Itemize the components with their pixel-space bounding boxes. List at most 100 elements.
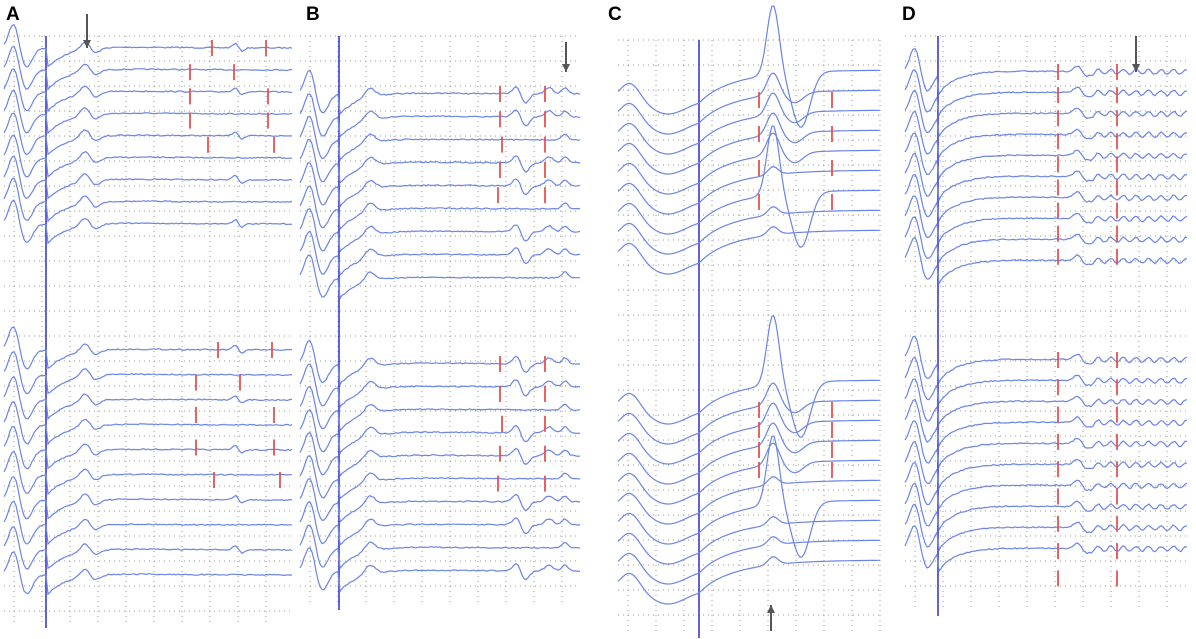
waveform-trace xyxy=(3,112,293,156)
waveform-trace xyxy=(299,115,581,161)
waveform-trace xyxy=(904,236,1188,285)
waveform-trace xyxy=(617,125,880,248)
waveform-trace xyxy=(3,375,293,421)
waveform-trace xyxy=(617,112,880,175)
waveform-trace xyxy=(617,166,880,215)
waveform-trace xyxy=(904,420,1188,469)
waveform-trace xyxy=(617,536,880,585)
panel-b: B xyxy=(299,4,581,610)
waveform-trace xyxy=(3,89,293,135)
waveform-trace xyxy=(617,556,880,605)
panel-c-grid xyxy=(618,39,881,632)
arrow-head xyxy=(562,64,570,72)
panel-d-label: D xyxy=(902,4,916,25)
waveform-trace xyxy=(299,455,581,500)
waveform-trace xyxy=(617,226,880,275)
waveform-trace xyxy=(617,435,880,558)
waveform-trace xyxy=(904,152,1188,203)
waveform-trace xyxy=(904,378,1188,426)
panel-d-grid xyxy=(905,35,1188,610)
waveform-trace xyxy=(299,408,581,455)
waveform-trace xyxy=(617,422,880,485)
waveform-trace xyxy=(299,93,580,138)
waveform-trace xyxy=(904,525,1188,573)
panel-b-traces xyxy=(299,69,581,593)
waveform-trace xyxy=(904,110,1188,160)
panel-a-label: A xyxy=(6,4,20,25)
waveform-trace xyxy=(3,68,293,113)
waveform-trace xyxy=(617,442,880,505)
waveform-trace xyxy=(299,138,581,184)
waveform-trace xyxy=(904,398,1188,448)
panel-a: A xyxy=(3,4,293,628)
waveform-trace xyxy=(299,363,581,409)
waveform-trace xyxy=(904,216,1188,264)
waveform-trace xyxy=(3,45,292,91)
waveform-trace xyxy=(3,425,293,470)
waveform-trace xyxy=(3,155,293,200)
waveform-trace xyxy=(3,476,293,520)
waveform-trace xyxy=(3,177,293,223)
waveform-trace xyxy=(299,254,580,301)
waveform-trace xyxy=(299,230,581,277)
panel-d-red-tick-marks xyxy=(1057,64,1118,587)
waveform-trace xyxy=(299,339,581,387)
waveform-trace xyxy=(904,69,1188,118)
waveform-trace xyxy=(3,450,292,496)
waveform-trace xyxy=(904,440,1188,491)
arrow-head xyxy=(83,40,91,48)
waveform-trace xyxy=(617,72,880,135)
waveform-trace xyxy=(3,500,293,546)
panel-b-label: B xyxy=(306,4,320,25)
waveform-trace xyxy=(904,462,1188,510)
waveform-trace xyxy=(3,199,293,245)
waveform-trace xyxy=(299,547,581,593)
waveform-trace xyxy=(3,326,292,370)
waveform-trace xyxy=(3,23,293,68)
panel-a-grid xyxy=(4,35,292,622)
waveform-trace xyxy=(617,382,880,445)
waveform-trace xyxy=(617,206,880,255)
arrow-head xyxy=(1132,64,1140,72)
waveform-trace xyxy=(617,5,880,128)
waveform-trace xyxy=(904,503,1188,553)
waveform-trace xyxy=(904,173,1188,223)
waveform-trace xyxy=(617,516,880,565)
waveform-trace xyxy=(299,431,581,478)
waveform-trace xyxy=(617,92,880,155)
waveform-trace xyxy=(904,195,1188,244)
panel-a-traces xyxy=(3,23,293,596)
waveform-trace xyxy=(617,132,880,195)
waveform-trace xyxy=(904,335,1188,385)
panel-a-down-arrow-icon xyxy=(83,14,91,48)
waveform-trace xyxy=(617,315,880,438)
panel-c: C xyxy=(608,4,881,638)
waveform-trace xyxy=(299,162,581,209)
waveform-trace xyxy=(904,482,1187,532)
panel-c-up-arrow-icon xyxy=(767,605,775,631)
waveform-trace xyxy=(299,385,581,432)
waveform-trace xyxy=(3,401,293,446)
panel-c-traces xyxy=(617,5,880,605)
panel-c-red-tick-marks xyxy=(758,92,833,478)
panel-b-grid xyxy=(300,35,580,604)
panel-b-down-arrow-icon xyxy=(562,42,570,72)
waveform-trace xyxy=(904,89,1188,138)
waveform-trace xyxy=(299,524,581,570)
panel-c-label: C xyxy=(608,4,622,25)
waveform-trace xyxy=(904,132,1188,181)
waveform-trace xyxy=(299,208,581,254)
panel-d: D xyxy=(902,4,1188,616)
waveform-trace xyxy=(617,402,880,465)
waveform-trace xyxy=(3,134,293,178)
panel-d-down-arrow-icon xyxy=(1132,36,1140,72)
waveform-trace xyxy=(299,69,581,116)
waveform-trace xyxy=(3,526,293,570)
panel-a-red-tick-marks xyxy=(189,40,281,488)
panel-b-red-tick-marks xyxy=(497,86,546,492)
waveform-trace xyxy=(299,185,581,231)
waveform-trace xyxy=(904,356,1188,405)
waveform-trace xyxy=(299,477,581,523)
waveform-trace xyxy=(617,476,880,525)
